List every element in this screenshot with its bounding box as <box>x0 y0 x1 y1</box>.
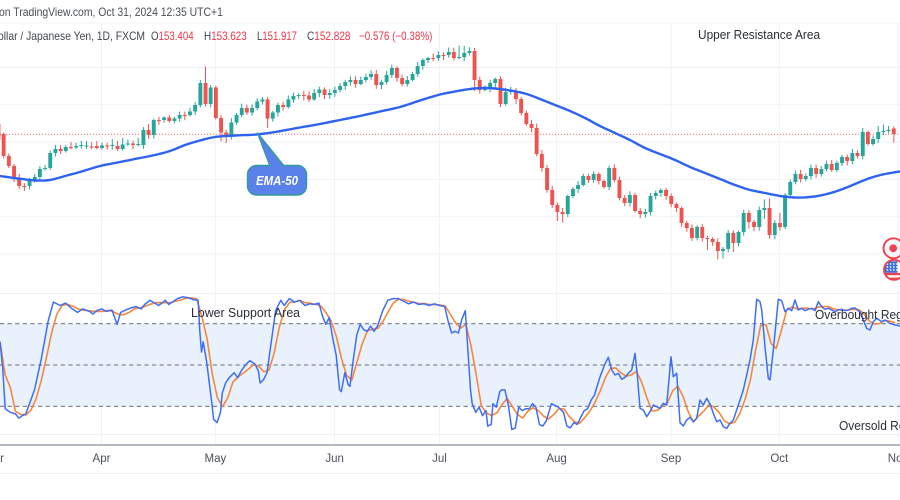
svg-text:EMA-50: EMA-50 <box>256 173 298 188</box>
